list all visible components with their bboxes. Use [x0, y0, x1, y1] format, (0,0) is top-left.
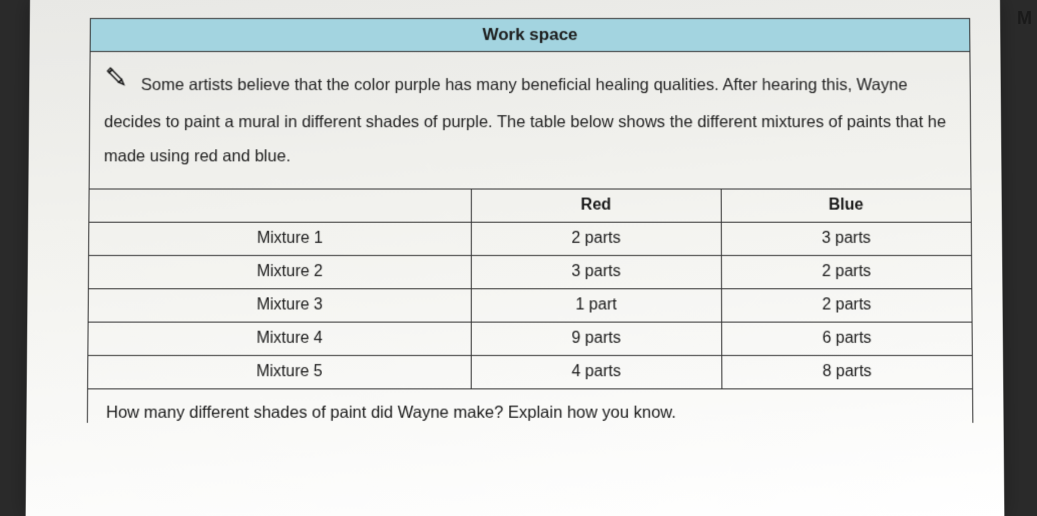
cell-red: 2 parts — [471, 222, 721, 255]
table-row: Mixture 2 3 parts 2 parts — [88, 255, 971, 288]
pencil-icon — [104, 65, 130, 104]
cell-red: 4 parts — [471, 355, 722, 388]
row-label: Mixture 1 — [89, 222, 471, 255]
row-label: Mixture 4 — [88, 322, 471, 355]
page-corner-letter: M — [1017, 8, 1032, 29]
table-row: Mixture 1 2 parts 3 parts — [89, 222, 972, 255]
cell-blue: 6 parts — [721, 322, 972, 355]
col-header-blue: Blue — [721, 189, 971, 222]
worksheet-page: Work space Some artists believe that the… — [26, 0, 1005, 516]
workspace-header: Work space — [90, 18, 971, 52]
table-header-row: Red Blue — [89, 189, 971, 222]
cell-blue: 3 parts — [721, 222, 971, 255]
col-header-red: Red — [471, 189, 721, 222]
cell-red: 3 parts — [471, 255, 721, 288]
row-label: Mixture 5 — [88, 355, 471, 388]
cell-blue: 2 parts — [721, 289, 972, 322]
table-row: Mixture 4 9 parts 6 parts — [88, 322, 972, 355]
cell-red: 1 part — [471, 289, 722, 322]
row-label: Mixture 2 — [88, 255, 471, 288]
row-label: Mixture 3 — [88, 289, 471, 322]
problem-prompt: Some artists believe that the color purp… — [89, 52, 972, 188]
prompt-text: Some artists believe that the color purp… — [104, 76, 946, 166]
cell-red: 9 parts — [471, 322, 722, 355]
table-row: Mixture 5 4 parts 8 parts — [88, 355, 973, 388]
content-area: Work space Some artists believe that the… — [26, 0, 1003, 423]
cell-blue: 8 parts — [722, 355, 973, 388]
table-row: Mixture 3 1 part 2 parts — [88, 289, 972, 322]
cell-blue: 2 parts — [721, 255, 972, 288]
question-text: How many different shades of paint did W… — [87, 389, 973, 422]
col-header-empty — [89, 189, 471, 222]
mixtures-table: Red Blue Mixture 1 2 parts 3 parts Mixtu… — [87, 188, 973, 389]
